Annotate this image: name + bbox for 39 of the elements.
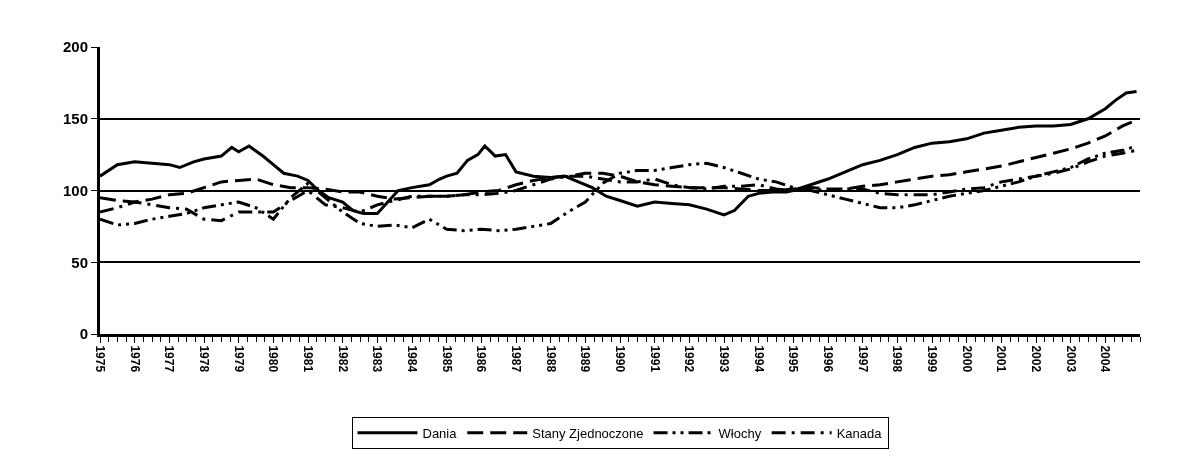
x-tick-label: 1978 <box>197 345 212 373</box>
legend-label: Włochy <box>718 425 762 441</box>
x-tick-label: 2003 <box>1063 345 1078 373</box>
y-tick-label: 50 <box>71 253 88 271</box>
x-tick-label: 1987 <box>509 345 524 373</box>
x-tick-label: 1995 <box>786 345 801 373</box>
legend-label: Dania <box>422 425 458 441</box>
y-tick-label: 0 <box>79 325 88 343</box>
x-tick-label: 1991 <box>647 345 662 373</box>
x-tick-label: 1988 <box>543 345 558 373</box>
x-tick-label: 1985 <box>439 345 454 373</box>
x-tick-label: 1976 <box>127 345 142 373</box>
x-tick-label: 1997 <box>855 345 870 373</box>
x-tick-label: 1996 <box>821 345 836 373</box>
y-tick-label: 200 <box>62 38 88 56</box>
x-tick-label: 1994 <box>751 345 766 373</box>
x-tick-label: 1981 <box>301 345 316 373</box>
x-tick-label: 2002 <box>1029 345 1044 373</box>
x-tick-label: 1975 <box>93 345 108 373</box>
x-tick-label: 1986 <box>474 345 489 373</box>
x-tick-label: 2000 <box>959 345 974 373</box>
x-tick-label: 1977 <box>162 345 177 373</box>
x-tick-label: 1984 <box>405 345 420 373</box>
x-tick-label: 1993 <box>717 345 732 373</box>
y-tick-label: 150 <box>62 110 88 127</box>
x-tick-label: 2004 <box>1098 345 1113 373</box>
y-tick-label: 100 <box>62 181 88 199</box>
x-tick-label: 1999 <box>925 345 940 373</box>
x-tick-label: 1980 <box>266 345 281 373</box>
legend-label: Kanada <box>836 425 883 441</box>
x-tick-label: 1982 <box>335 345 350 373</box>
x-tick-label: 1998 <box>890 345 905 373</box>
x-tick-label: 2001 <box>994 345 1009 373</box>
legend-label: Stany Zjednoczone <box>532 425 644 441</box>
x-tick-label: 1989 <box>578 345 593 373</box>
x-tick-label: 1992 <box>682 345 697 373</box>
x-tick-label: 1990 <box>613 345 628 373</box>
x-tick-label: 1983 <box>370 345 385 373</box>
x-tick-label: 1979 <box>231 345 246 373</box>
